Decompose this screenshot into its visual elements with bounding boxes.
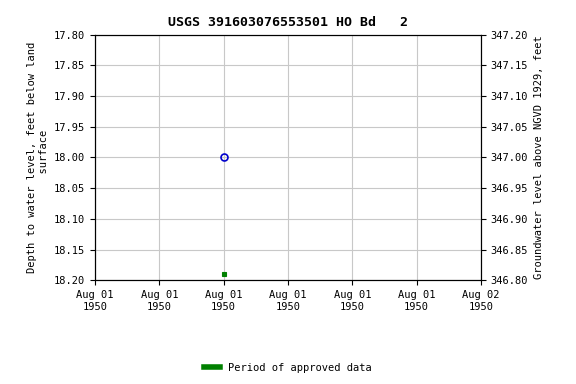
Y-axis label: Depth to water level, feet below land
  surface: Depth to water level, feet below land su… — [27, 42, 48, 273]
Title: USGS 391603076553501 HO Bd   2: USGS 391603076553501 HO Bd 2 — [168, 16, 408, 29]
Y-axis label: Groundwater level above NGVD 1929, feet: Groundwater level above NGVD 1929, feet — [534, 36, 544, 279]
Legend: Period of approved data: Period of approved data — [200, 359, 376, 377]
